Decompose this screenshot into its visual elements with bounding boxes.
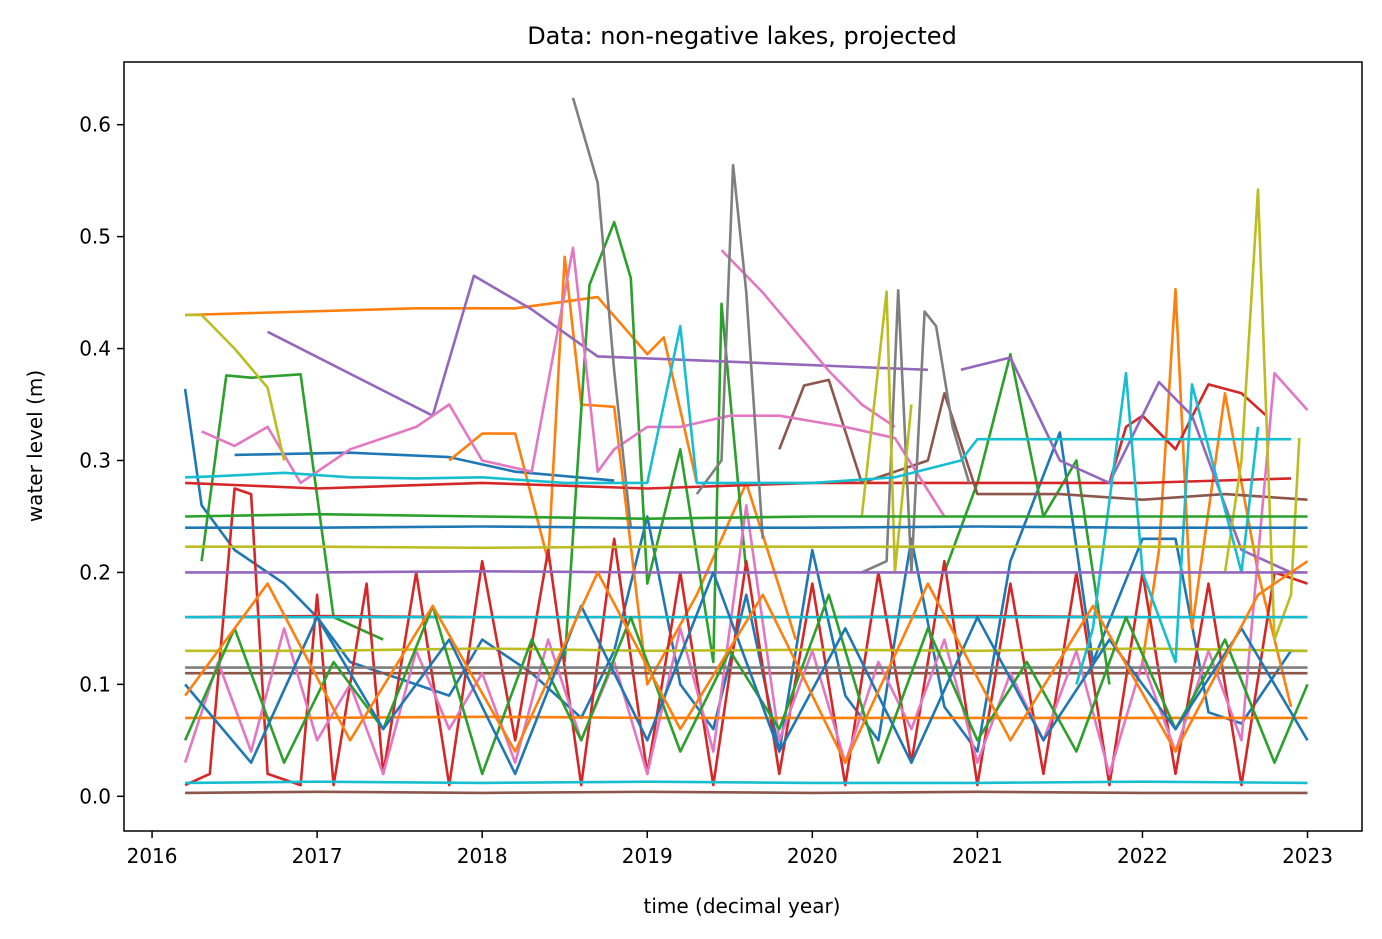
x-tick-label: 2020 <box>787 844 838 868</box>
y-tick-label: 0.5 <box>79 225 111 249</box>
series-line-22 <box>185 313 286 461</box>
series-line-17 <box>183 371 1309 776</box>
series-line-37 <box>183 593 1309 776</box>
series-line-7 <box>943 352 1111 685</box>
y-tick-label: 0.4 <box>79 337 111 361</box>
series-line-32 <box>185 569 1308 574</box>
y-axis-label: water level (m) <box>23 370 47 522</box>
series-line-15 <box>201 246 946 518</box>
x-axis: 2016 2017 2018 2019 2020 2021 2022 2023 <box>127 831 1333 868</box>
series-line-30 <box>185 525 1308 530</box>
series-line-6 <box>563 220 748 664</box>
series-line-9 <box>185 477 1292 490</box>
series-line-29 <box>185 512 1308 521</box>
series-line-33 <box>185 790 1308 795</box>
y-tick-label: 0.6 <box>79 113 111 137</box>
series-line-39 <box>184 560 1309 765</box>
series-line-35 <box>185 545 1308 550</box>
series-line-28 <box>185 780 1308 785</box>
x-tick-label: 2022 <box>1117 844 1168 868</box>
plot-area-frame <box>123 61 1363 832</box>
series-line-13 <box>778 378 1308 502</box>
y-axis: 0.0 0.1 0.2 0.3 0.4 0.5 0.6 <box>79 113 124 808</box>
chart-title: Data: non-negative lakes, projected <box>527 22 957 50</box>
x-tick-label: 2018 <box>457 844 508 868</box>
x-tick-label: 2016 <box>127 844 178 868</box>
x-tick-label: 2019 <box>622 844 673 868</box>
y-tick-label: 0.0 <box>79 784 111 808</box>
x-axis-label: time (decimal year) <box>644 894 841 918</box>
series-line-31 <box>185 715 1308 720</box>
series-layer <box>183 97 1309 795</box>
series-line-19 <box>695 163 765 539</box>
series-line-26 <box>185 324 1291 485</box>
x-tick-label: 2023 <box>1282 844 1333 868</box>
series-line-11 <box>267 274 928 418</box>
y-tick-label: 0.2 <box>79 560 111 584</box>
series-line-10 <box>1108 383 1268 484</box>
series-line-16 <box>720 249 896 428</box>
x-tick-label: 2021 <box>952 844 1003 868</box>
series-line-24 <box>1223 188 1301 641</box>
y-tick-label: 0.1 <box>79 672 111 696</box>
x-tick-label: 2017 <box>292 844 343 868</box>
y-tick-label: 0.3 <box>79 448 111 472</box>
series-line-5 <box>200 372 384 641</box>
series-line-18 <box>571 97 633 528</box>
series-line-23 <box>860 290 913 574</box>
series-line-2 <box>185 295 699 484</box>
